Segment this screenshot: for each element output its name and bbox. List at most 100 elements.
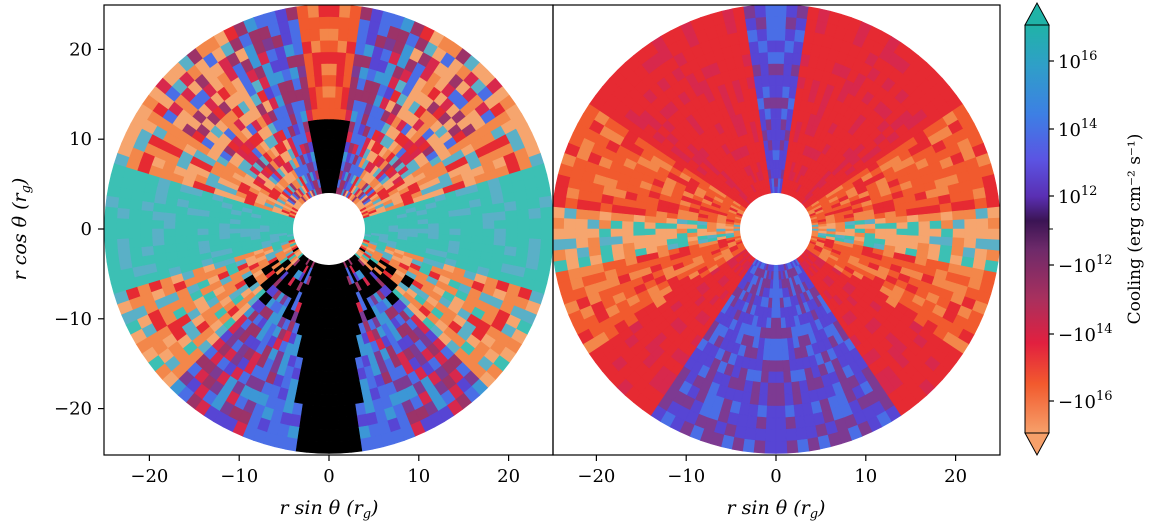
heatmap-cell [951, 210, 965, 221]
heatmap-cell [328, 63, 338, 76]
heatmap-cell [987, 228, 1000, 241]
heatmap-cell [761, 359, 770, 373]
heatmap-cell [676, 223, 688, 230]
right-heatmap [553, 5, 1000, 454]
heatmap-cell [371, 226, 381, 230]
heatmap-cell [310, 40, 321, 54]
heatmap-cell [885, 228, 898, 236]
heatmap-cell [320, 63, 330, 76]
heatmap-cell [765, 16, 777, 29]
heatmap-cell [654, 228, 667, 236]
heatmap-cell [753, 370, 763, 383]
heatmap-cell [782, 370, 792, 384]
heatmap-cell [494, 228, 507, 239]
heatmap-cell [772, 279, 777, 290]
heatmap-cell [742, 438, 756, 453]
y-tick-label: 0 [81, 219, 92, 240]
heatmap-cell [528, 207, 542, 220]
heatmap-cell [104, 217, 118, 230]
heatmap-cell [775, 288, 780, 299]
heatmap-cell [229, 218, 241, 225]
heatmap-cell [784, 416, 797, 430]
left-horizon [293, 193, 365, 265]
heatmap-cell [553, 195, 567, 209]
heatmap-cell [746, 415, 758, 429]
heatmap-cell [347, 415, 359, 429]
heatmap-cell [537, 184, 552, 199]
heatmap-cell [575, 228, 588, 240]
heatmap-cell [796, 438, 810, 453]
heatmap-cell [417, 218, 429, 225]
heatmap-cell [724, 226, 734, 230]
heatmap-cell [755, 416, 768, 430]
heatmap-cell [928, 204, 942, 215]
heatmap-cell [116, 238, 130, 251]
heatmap-cell [795, 427, 808, 441]
heatmap-cell [359, 437, 374, 452]
heatmap-cell [334, 348, 343, 362]
heatmap-cell [328, 288, 333, 299]
heatmap-cell [907, 228, 920, 237]
heatmap-cell [553, 184, 568, 199]
heatmap-cell [676, 218, 688, 225]
heatmap-cell [277, 226, 287, 230]
heatmap-cell [336, 51, 347, 65]
heatmap-cell [538, 249, 553, 263]
heatmap-cell [328, 39, 339, 53]
heatmap-cell [196, 222, 209, 230]
heatmap-cell [322, 107, 330, 120]
heatmap-cell [742, 5, 756, 20]
heatmap-cell [317, 327, 325, 340]
heatmap-cell [321, 74, 330, 87]
heatmap-cell [760, 370, 770, 384]
heatmap-cell [338, 428, 351, 442]
heatmap-cell [116, 218, 129, 230]
heatmap-cell [334, 338, 342, 351]
heatmap-cell [783, 382, 793, 395]
heatmap-cell [963, 208, 977, 221]
heatmap-cell [516, 237, 530, 250]
heatmap-cell [317, 5, 330, 18]
heatmap-cell [417, 223, 429, 230]
heatmap-cell [139, 228, 153, 239]
heatmap-cell [767, 382, 777, 395]
heatmap-cell [322, 96, 330, 109]
heatmap-cell [598, 219, 611, 230]
heatmap-cell [540, 206, 553, 219]
colorbar-tick-label: −1016 [1058, 389, 1113, 413]
heatmap-cell [763, 338, 771, 351]
heatmap-cell [775, 279, 780, 290]
colorbar-tick-label: 1016 [1058, 49, 1097, 73]
heatmap-cell [320, 382, 330, 395]
heatmap-cell [324, 307, 330, 319]
heatmap-cell [874, 217, 887, 225]
heatmap-cell [388, 225, 399, 230]
heatmap-cell [319, 51, 330, 64]
heatmap-cell [771, 297, 777, 309]
x-tick-label: −20 [130, 466, 168, 487]
heatmap-cell [864, 218, 876, 225]
heatmap-cell [505, 219, 519, 230]
heatmap-cell [772, 288, 777, 299]
right-x-ticks: −20 −10 0 10 20 [577, 455, 967, 487]
heatmap-cell [229, 228, 241, 235]
heatmap-cell [328, 349, 336, 362]
heatmap-cell [328, 429, 340, 442]
heatmap-cell [140, 237, 154, 248]
heatmap-cell [940, 236, 954, 247]
heatmap-cell [471, 221, 484, 230]
heatmap-cell [249, 224, 261, 230]
heatmap-cell [952, 219, 966, 230]
heatmap-cell [929, 228, 942, 238]
heatmap-cell [336, 393, 347, 407]
heatmap-cell [964, 228, 977, 240]
heatmap-cell [129, 199, 143, 211]
heatmap-cell [337, 404, 348, 418]
heatmap-cell [984, 184, 999, 199]
heatmap-cell [218, 223, 230, 230]
heatmap-cell [307, 428, 320, 442]
heatmap-cell [358, 425, 371, 440]
heatmap-cell [318, 16, 330, 29]
heatmap-cell [139, 219, 153, 230]
